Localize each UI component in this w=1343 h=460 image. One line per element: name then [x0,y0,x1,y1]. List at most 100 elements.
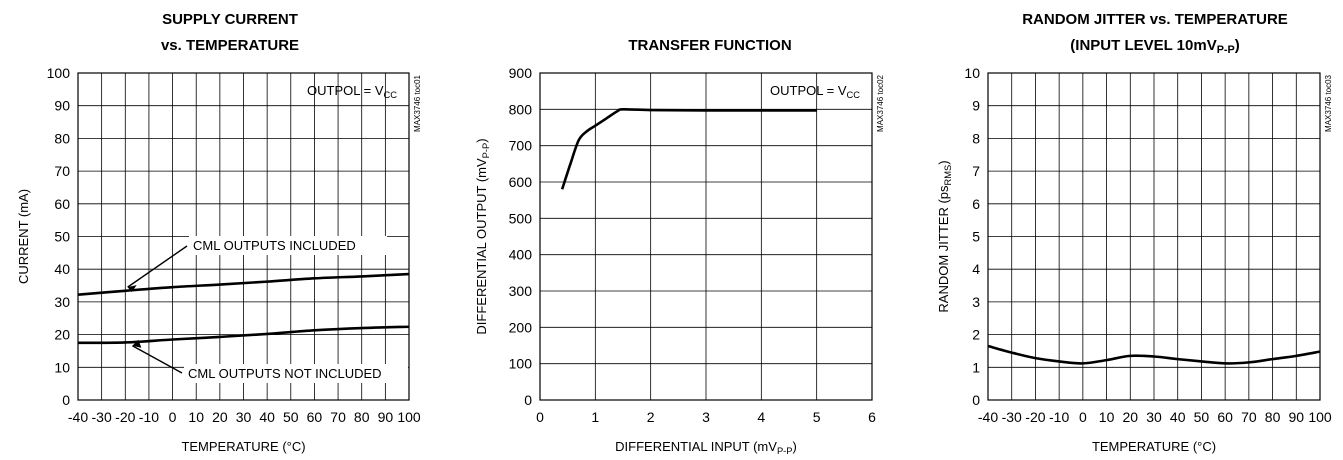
y-tick-label: 9 [972,98,980,114]
x-tick-label: 20 [1122,409,1138,425]
y-tick-label: 100 [509,356,533,372]
y-tick-label: 900 [509,65,533,81]
x-tick-label: 100 [397,409,421,425]
callout-arrow-line [127,245,188,288]
x-tick-label: 6 [868,409,876,425]
x-tick-label: 90 [378,409,394,425]
y-tick-label: 20 [54,327,70,343]
y-tick-label: 30 [54,294,70,310]
x-tick-label: 10 [1099,409,1115,425]
callout-cml-included: CML OUTPUTS INCLUDED [193,238,356,253]
y-tick-label: 50 [54,229,70,245]
callout-arrow-head [127,285,137,293]
callout-arrow-line [132,345,183,374]
y-tick-label: 800 [509,101,533,117]
chart-title-line: TRANSFER FUNCTION [628,37,791,54]
x-tick-label: 0 [536,409,544,425]
y-tick-label: 600 [509,174,533,190]
side-code-label: MAX3746 toc03 [1324,74,1333,131]
x-tick-label: 50 [1194,409,1210,425]
chart-transfer-function: TRANSFER FUNCTION 0 1 2 3 4 5 6 0 100 200 300 400 500… [474,37,885,456]
y-tick-label: 0 [972,392,980,408]
x-tick-label: 2 [647,409,655,425]
x-tick-label: 20 [212,409,228,425]
y-tick-label: 400 [509,247,533,263]
plot-frame [539,72,873,401]
chart-title-line: (INPUT LEVEL 10mVP-P) [1070,37,1239,56]
y-tick-label: 200 [509,319,533,335]
series-line-1 [560,108,817,190]
outpol-annotation: OUTPOL = VCC [770,83,860,100]
y-tick-label: 60 [54,196,70,212]
y-tick-label: 10 [54,359,70,375]
x-tick-label: 60 [1217,409,1233,425]
x-tick-label: -10 [1049,409,1069,425]
x-tick-label: 40 [1170,409,1186,425]
callout-label-background [189,236,387,255]
y-tick-label: 7 [972,163,980,179]
y-tick-label: 2 [972,327,980,343]
y-axis-label: DIFFERENTIAL OUTPUT (mVP-P) [474,138,491,334]
y-tick-label: 40 [54,261,70,277]
x-tick-label: 0 [1079,409,1087,425]
y-axis-label: RANDOM JITTER (psRMS) [936,160,953,312]
x-tick-label: -20 [115,409,135,425]
series-line-1 [77,272,410,297]
chart-title-line: vs. TEMPERATURE [161,37,299,54]
x-tick-label: -10 [139,409,159,425]
chart-title-line: SUPPLY CURRENT [162,11,298,28]
x-tick-label: 80 [354,409,370,425]
side-code-label: MAX3746 toc01 [413,74,422,131]
y-tick-label: 8 [972,130,980,146]
chart-supply-current: SUPPLY CURRENT vs. TEMPERATURE -40 -30 -20 -1… [16,11,422,454]
callout-arrow-head [132,339,142,348]
x-tick-label: 30 [1146,409,1162,425]
x-tick-label: 0 [169,409,177,425]
y-tick-label: 4 [972,261,980,277]
x-tick-label: 1 [591,409,599,425]
x-tick-label: 4 [757,409,765,425]
callout-label-background [184,364,408,383]
callout-cml-not-included: CML OUTPUTS NOT INCLUDED [188,366,382,381]
x-tick-label: 90 [1288,409,1304,425]
y-tick-label: 300 [509,283,533,299]
x-tick-label: 70 [1241,409,1257,425]
plot-frame [987,72,1321,401]
side-code-label: MAX3746 toc02 [876,74,885,131]
y-tick-label: 6 [972,196,980,212]
y-axis-label: CURRENT (mA) [16,189,31,284]
x-tick-label: 100 [1308,409,1332,425]
y-tick-label: 0 [62,392,70,408]
series-line-2 [77,325,410,345]
x-tick-label: 10 [188,409,204,425]
x-tick-label: 40 [259,409,275,425]
y-tick-label: 0 [524,392,532,408]
x-axis-label: DIFFERENTIAL INPUT (mVP-P) [615,439,797,456]
y-tick-label: 10 [964,65,980,81]
y-tick-label: 100 [47,65,71,81]
x-tick-label: 3 [702,409,710,425]
x-tick-label: -30 [92,409,112,425]
x-tick-label: -20 [1025,409,1045,425]
y-tick-label: 1 [972,359,980,375]
x-axis-label: TEMPERATURE (°C) [181,439,305,454]
y-tick-label: 700 [509,138,533,154]
x-axis-label: TEMPERATURE (°C) [1092,439,1216,454]
x-tick-label: 5 [813,409,821,425]
y-tick-label: 90 [54,98,70,114]
x-tick-label: 70 [330,409,346,425]
x-tick-label: 50 [283,409,299,425]
plot-frame [77,72,410,401]
y-tick-label: 3 [972,294,980,310]
x-tick-label: -40 [68,409,88,425]
chart-title-line: RANDOM JITTER vs. TEMPERATURE [1022,11,1288,28]
x-tick-label: -40 [978,409,998,425]
x-tick-label: -30 [1002,409,1022,425]
x-tick-label: 80 [1265,409,1281,425]
x-tick-label: 30 [236,409,252,425]
series-line-1 [987,344,1321,365]
chart-random-jitter: RANDOM JITTER vs. TEMPERATURE (INPUT LEVE… [936,11,1333,454]
x-tick-label: 60 [307,409,323,425]
y-tick-label: 500 [509,210,533,226]
